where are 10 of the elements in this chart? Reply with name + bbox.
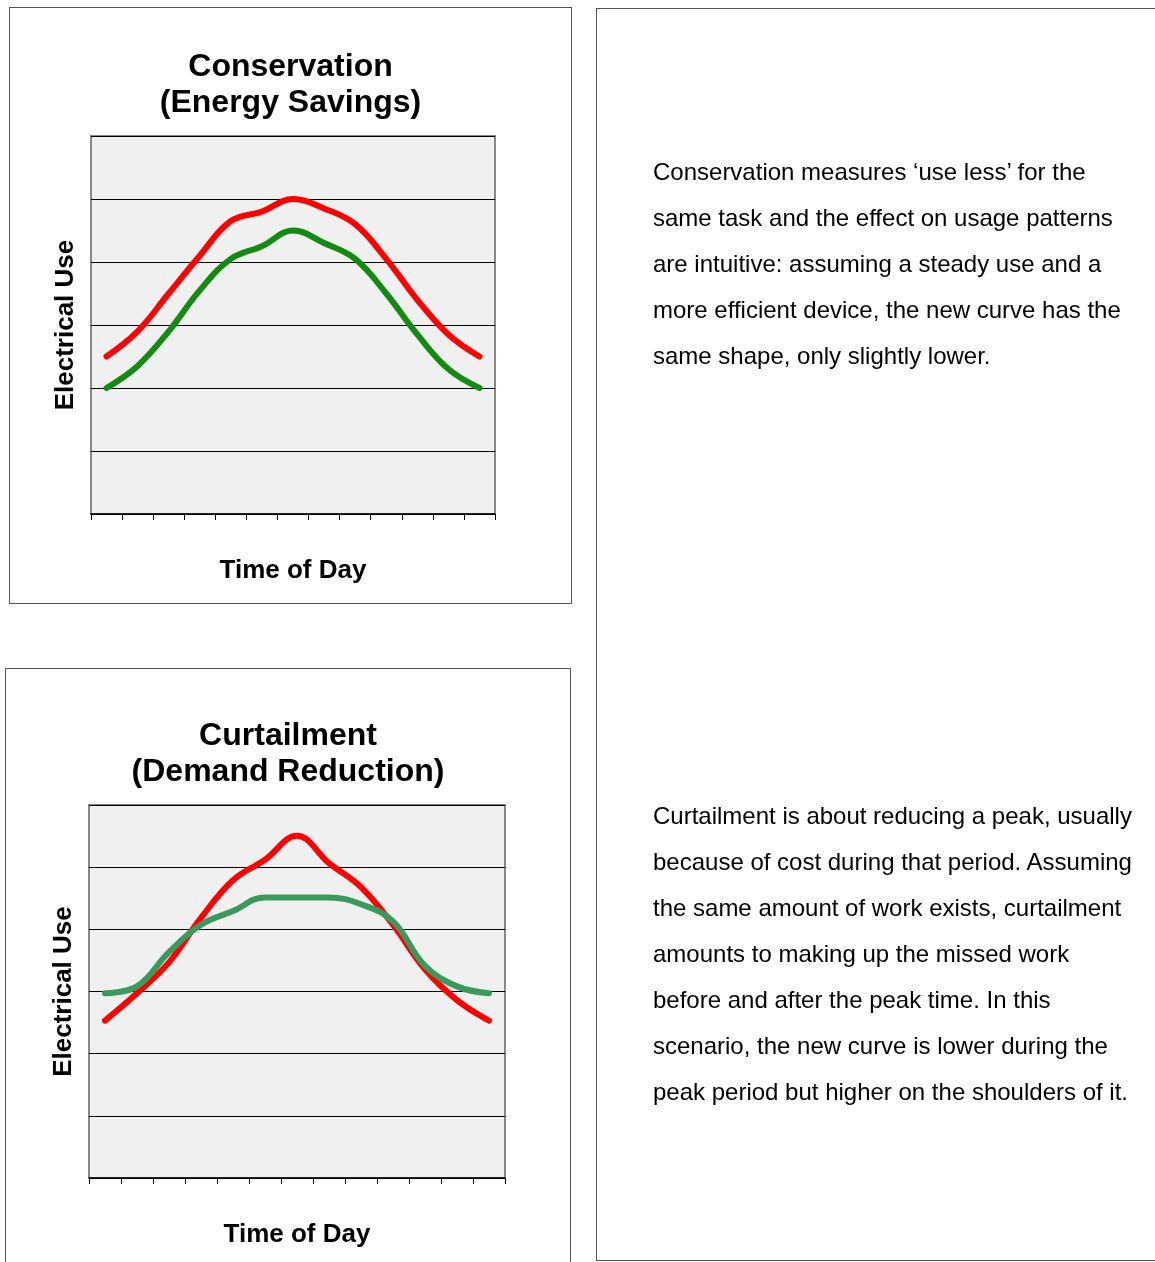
- chart-title: Conservation: [188, 47, 393, 83]
- chart-subtitle: (Demand Reduction): [131, 752, 445, 788]
- x-axis-title: Time of Day: [223, 1218, 371, 1248]
- chart-subtitle: (Energy Savings): [159, 83, 422, 119]
- text: Conservation measures ‘use less’ for the same task and the effect on usage patterns are intuitive: assuming a steady use and a more efficient device, the new curve has the same shape, only slightly lower.: [653, 157, 1122, 371]
- y-axis-title: Electrical Use: [49, 239, 79, 411]
- text: Curtailment is about reducing a peak, usually because of cost during that period. Assuming the same amount of work exists, curtailment amounts to making up the missed work before and after the peak time. In this scenario, the new curve is lower during the peak period but higher on the shoulders of it.: [653, 801, 1133, 1107]
- x-axis-title: Time of Day: [219, 554, 367, 584]
- chart-title: Curtailment: [199, 716, 378, 752]
- y-axis-title: Electrical Use: [47, 906, 77, 1077]
